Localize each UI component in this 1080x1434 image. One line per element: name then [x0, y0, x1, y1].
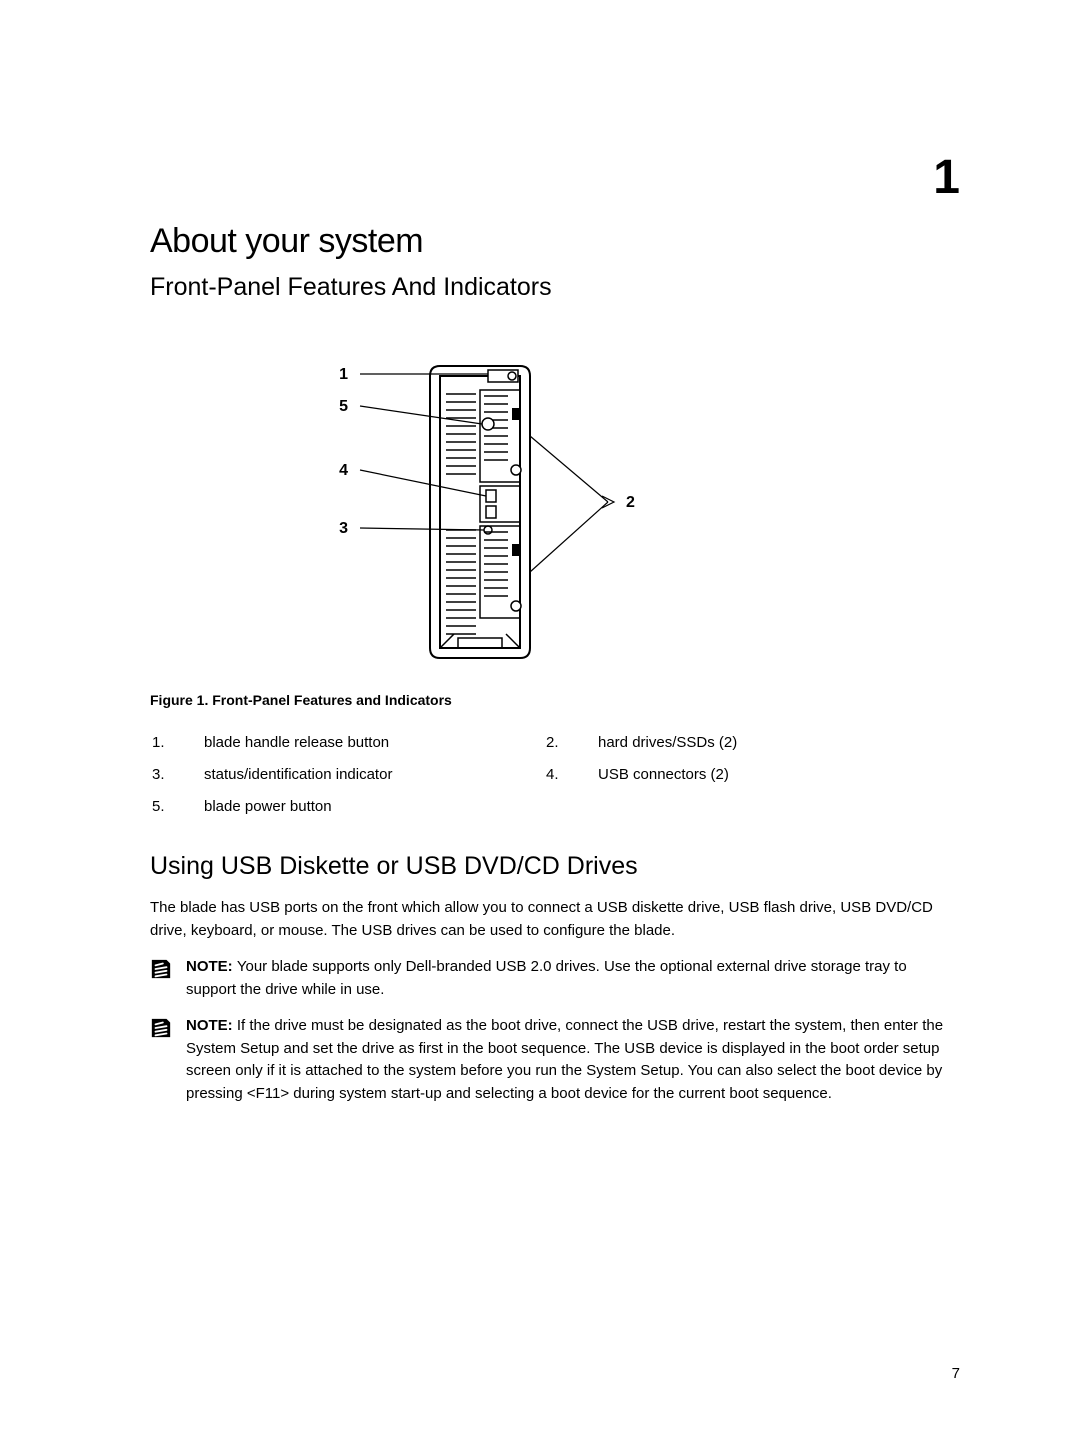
callout-label: status/identification indicator: [204, 760, 544, 790]
section-title-front-panel: Front-Panel Features And Indicators: [150, 273, 960, 302]
note-label: NOTE:: [186, 1017, 237, 1034]
note-icon: [150, 958, 172, 980]
table-row: 3. status/identification indicator 4. US…: [152, 760, 958, 790]
callout-num: 4.: [546, 760, 596, 790]
note-block: NOTE: Your blade supports only Dell-bran…: [150, 956, 960, 1001]
callout-num: 2.: [546, 728, 596, 758]
callout-number-1: 1: [339, 366, 348, 383]
callout-num: 3.: [152, 760, 202, 790]
front-panel-diagram: 1 5 4 3 2: [230, 352, 690, 672]
note-text: NOTE: If the drive must be designated as…: [186, 1015, 960, 1105]
note-text: NOTE: Your blade supports only Dell-bran…: [186, 956, 960, 1001]
page-number: 7: [952, 1365, 960, 1382]
chapter-number: 1: [933, 150, 960, 205]
note-icon: [150, 1017, 172, 1039]
callout-label: USB connectors (2): [598, 760, 958, 790]
note-body: Your blade supports only Dell-branded US…: [186, 958, 907, 998]
figure-caption: Figure 1. Front-Panel Features and Indic…: [150, 692, 960, 708]
note-body: If the drive must be designated as the b…: [186, 1017, 943, 1102]
table-row: 5. blade power button: [152, 792, 958, 822]
callout-number-2: 2: [626, 494, 635, 511]
chapter-title: About your system: [150, 222, 960, 261]
note-block: NOTE: If the drive must be designated as…: [150, 1015, 960, 1105]
callout-number-3: 3: [339, 520, 348, 537]
table-row: 1. blade handle release button 2. hard d…: [152, 728, 958, 758]
section-title-usb: Using USB Diskette or USB DVD/CD Drives: [150, 852, 960, 881]
callout-num: 5.: [152, 792, 202, 822]
callout-label: blade handle release button: [204, 728, 544, 758]
page: 1 About your system Front-Panel Features…: [0, 0, 1080, 1434]
callout-number-5: 5: [339, 398, 348, 415]
callout-label: hard drives/SSDs (2): [598, 728, 958, 758]
figure-front-panel: 1 5 4 3 2: [150, 352, 960, 672]
callout-num: 1.: [152, 728, 202, 758]
callout-legend-table: 1. blade handle release button 2. hard d…: [150, 726, 960, 824]
callout-label: blade power button: [204, 792, 544, 822]
note-label: NOTE:: [186, 958, 237, 975]
callout-number-4: 4: [339, 462, 348, 479]
body-paragraph: The blade has USB ports on the front whi…: [150, 897, 960, 942]
